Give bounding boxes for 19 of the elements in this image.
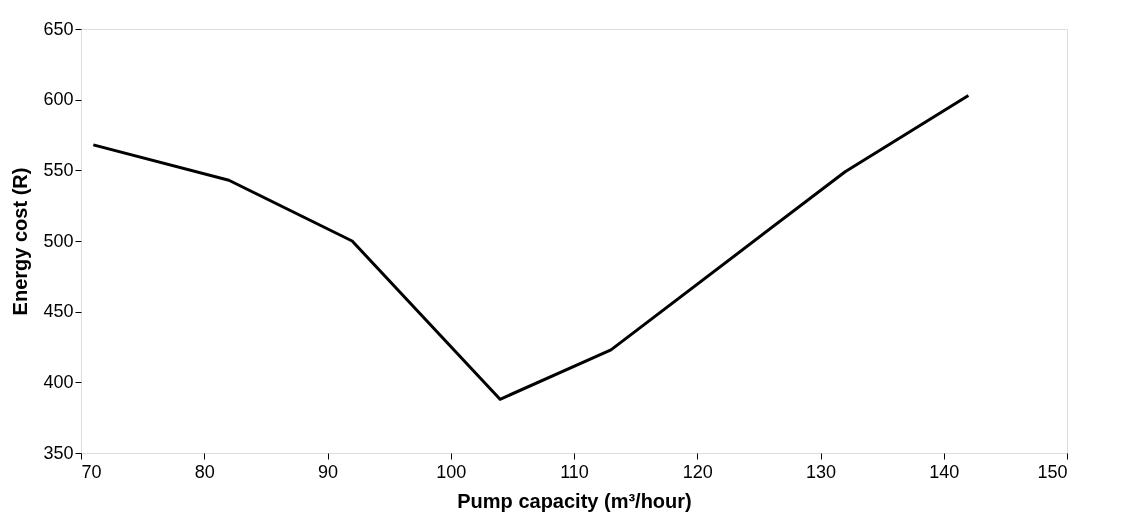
x-tick-label: 70 — [81, 461, 102, 482]
x-tick-label: 130 — [805, 461, 837, 482]
y-axis-title: Energy cost (R) — [9, 167, 32, 316]
y-tick-label: 600 — [43, 89, 74, 110]
x-tick-label: 140 — [929, 461, 960, 482]
y-tick-label: 550 — [43, 159, 74, 180]
x-tick-label: 90 — [317, 461, 339, 482]
x-tick-label: 80 — [194, 461, 215, 482]
x-tick-label: 150 — [1037, 461, 1068, 482]
y-tick-label: 450 — [43, 301, 74, 322]
y-tick-label: 400 — [43, 371, 74, 392]
line-series — [91, 93, 970, 401]
x-tick-label: 110 — [560, 461, 589, 482]
x-tick-label: 120 — [682, 461, 713, 482]
y-tick-label: 500 — [43, 230, 74, 251]
x-axis-title: Pump capacity (m³/hour) — [457, 489, 692, 512]
y-tick-label: 650 — [43, 18, 74, 39]
x-tick-label: 100 — [436, 461, 467, 482]
y-tick-label: 350 — [43, 442, 74, 463]
